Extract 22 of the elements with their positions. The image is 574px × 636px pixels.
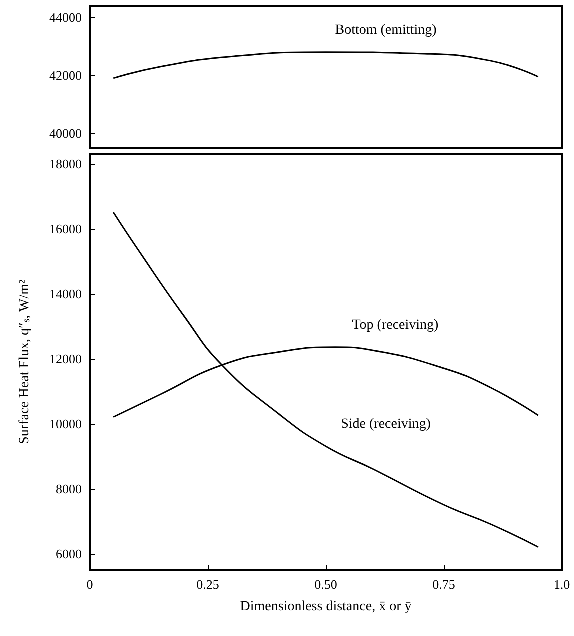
y-tick-label: 10000 [50, 416, 82, 432]
line-series [112, 212, 540, 548]
series-label: Bottom (emitting) [335, 22, 438, 38]
x-axis-title: Dimensionless distance, x̄ or ȳ [240, 600, 412, 614]
y-tick-label: 16000 [50, 221, 82, 236]
x-tick-label: 0.50 [314, 577, 338, 592]
x-tick-label: 0.75 [432, 577, 456, 592]
y-tick-label: 12000 [50, 351, 82, 366]
y-tick-label: 6000 [56, 546, 82, 562]
series-label: Top (receiving) [352, 318, 440, 333]
y-tick-label: 8000 [56, 481, 82, 496]
y-tick-label: 42000 [50, 68, 82, 84]
series-label: Side (receiving) [341, 417, 432, 432]
y-axis-title: Surface Heat Flux, q″s, W/m² [18, 280, 32, 444]
y-tick-label: 40000 [50, 126, 82, 142]
line-series [112, 52, 540, 80]
x-tick-label: 0 [86, 577, 94, 592]
y-tick-label: 44000 [50, 10, 82, 26]
x-tick-label: 1.0 [554, 577, 570, 592]
y-tick-label: 18000 [50, 156, 82, 172]
y-tick-label: 14000 [50, 286, 82, 302]
x-tick-label: 0.25 [196, 577, 220, 592]
